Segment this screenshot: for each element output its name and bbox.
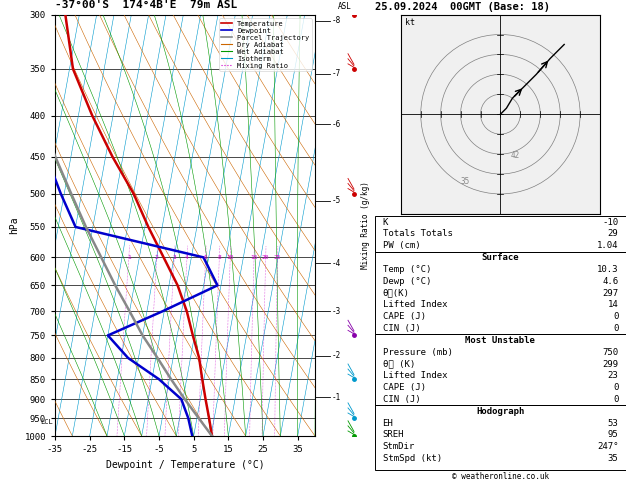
Text: Temp (°C): Temp (°C) — [382, 265, 431, 274]
Text: 14: 14 — [608, 300, 618, 310]
Text: StmDir: StmDir — [382, 442, 415, 451]
Text: 3: 3 — [172, 255, 176, 260]
Text: -2: -2 — [332, 351, 341, 360]
Text: 0: 0 — [613, 383, 618, 392]
X-axis label: Dewpoint / Temperature (°C): Dewpoint / Temperature (°C) — [106, 460, 264, 469]
Text: Mixing Ratio (g/kg): Mixing Ratio (g/kg) — [362, 182, 370, 269]
Text: 25.09.2024  00GMT (Base: 18): 25.09.2024 00GMT (Base: 18) — [375, 2, 550, 12]
Text: 35: 35 — [608, 454, 618, 463]
Bar — [375, 334, 626, 405]
Text: -1: -1 — [332, 393, 341, 402]
Text: -5: -5 — [332, 196, 341, 205]
Text: 0: 0 — [613, 395, 618, 404]
Text: θᴇ (K): θᴇ (K) — [382, 360, 415, 368]
Y-axis label: hPa: hPa — [9, 217, 19, 234]
Text: 4.6: 4.6 — [602, 277, 618, 286]
Text: Most Unstable: Most Unstable — [465, 336, 535, 345]
Text: SREH: SREH — [382, 431, 404, 439]
Text: -8: -8 — [332, 16, 341, 25]
Text: Pressure (mb): Pressure (mb) — [382, 347, 452, 357]
Text: 299: 299 — [602, 360, 618, 368]
Text: kt: kt — [405, 17, 415, 27]
Text: -4: -4 — [332, 259, 341, 268]
Text: 0: 0 — [613, 324, 618, 333]
Text: © weatheronline.co.uk: © weatheronline.co.uk — [452, 472, 549, 481]
Text: Lifted Index: Lifted Index — [382, 300, 447, 310]
Text: 750: 750 — [602, 347, 618, 357]
Text: Dewp (°C): Dewp (°C) — [382, 277, 431, 286]
Text: 35: 35 — [460, 177, 470, 186]
Text: -7: -7 — [332, 69, 341, 78]
Text: 53: 53 — [608, 418, 618, 428]
Text: -37°00'S  174°4B'E  79m ASL: -37°00'S 174°4B'E 79m ASL — [55, 0, 237, 10]
Text: 16: 16 — [250, 255, 258, 260]
Text: CAPE (J): CAPE (J) — [382, 383, 426, 392]
Text: -10: -10 — [602, 218, 618, 226]
Text: CIN (J): CIN (J) — [382, 395, 420, 404]
Bar — [375, 405, 626, 470]
Text: EH: EH — [382, 418, 393, 428]
Text: 1: 1 — [127, 255, 131, 260]
Text: Hodograph: Hodograph — [476, 407, 525, 416]
Text: 95: 95 — [608, 431, 618, 439]
Text: LCL: LCL — [40, 419, 53, 425]
Text: 6: 6 — [204, 255, 208, 260]
Text: 10: 10 — [226, 255, 234, 260]
Text: 25: 25 — [274, 255, 281, 260]
Text: StmSpd (kt): StmSpd (kt) — [382, 454, 442, 463]
Bar — [375, 252, 626, 334]
Text: 42: 42 — [510, 151, 520, 160]
Text: Totals Totals: Totals Totals — [382, 229, 452, 239]
Text: 20: 20 — [262, 255, 269, 260]
Text: 297: 297 — [602, 289, 618, 297]
Text: PW (cm): PW (cm) — [382, 242, 420, 250]
Text: Lifted Index: Lifted Index — [382, 371, 447, 381]
Bar — [375, 216, 626, 252]
Text: km
ASL: km ASL — [338, 0, 352, 11]
Text: θᴇ(K): θᴇ(K) — [382, 289, 409, 297]
Text: 23: 23 — [608, 371, 618, 381]
Text: 247°: 247° — [597, 442, 618, 451]
Text: CIN (J): CIN (J) — [382, 324, 420, 333]
Text: -3: -3 — [332, 307, 341, 316]
Text: K: K — [382, 218, 388, 226]
Text: 2: 2 — [155, 255, 159, 260]
Text: 8: 8 — [218, 255, 221, 260]
Text: -6: -6 — [332, 120, 341, 129]
Text: 4: 4 — [185, 255, 189, 260]
Text: 10.3: 10.3 — [597, 265, 618, 274]
Text: 0: 0 — [613, 312, 618, 321]
Text: CAPE (J): CAPE (J) — [382, 312, 426, 321]
Text: 1.04: 1.04 — [597, 242, 618, 250]
Legend: Temperature, Dewpoint, Parcel Trajectory, Dry Adiabat, Wet Adiabat, Isotherm, Mi: Temperature, Dewpoint, Parcel Trajectory… — [219, 18, 311, 71]
Text: Surface: Surface — [482, 253, 520, 262]
Text: 29: 29 — [608, 229, 618, 239]
